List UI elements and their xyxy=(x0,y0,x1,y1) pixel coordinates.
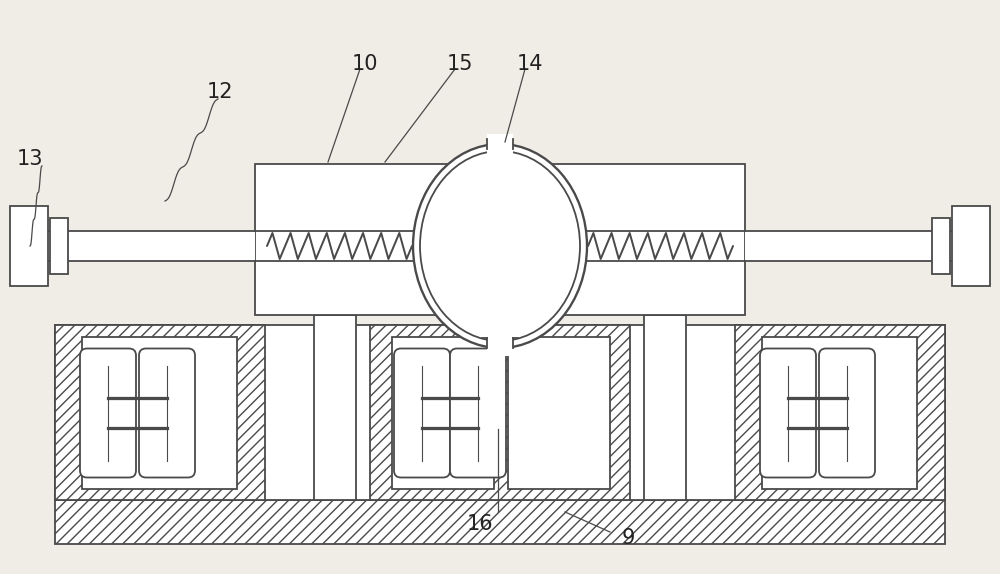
FancyBboxPatch shape xyxy=(80,348,136,478)
Bar xyxy=(392,337,494,489)
Bar xyxy=(370,325,630,500)
Bar xyxy=(82,337,237,489)
Bar xyxy=(932,218,950,274)
FancyBboxPatch shape xyxy=(394,348,450,478)
Text: 13: 13 xyxy=(17,149,43,169)
Bar xyxy=(55,325,945,500)
Bar xyxy=(314,315,356,500)
Bar xyxy=(487,331,513,356)
Bar xyxy=(55,325,265,500)
FancyBboxPatch shape xyxy=(819,348,875,478)
Bar xyxy=(255,164,745,315)
Text: 15: 15 xyxy=(447,54,473,74)
Bar xyxy=(20,231,255,261)
Bar xyxy=(644,315,686,500)
Bar xyxy=(762,337,917,489)
Bar xyxy=(487,134,513,159)
Text: 9: 9 xyxy=(621,528,635,548)
FancyBboxPatch shape xyxy=(139,348,195,478)
Bar xyxy=(55,500,945,544)
Text: 10: 10 xyxy=(352,54,378,74)
Text: 12: 12 xyxy=(207,82,233,102)
Ellipse shape xyxy=(413,144,587,348)
Bar xyxy=(952,206,990,286)
Text: 14: 14 xyxy=(517,54,543,74)
Bar xyxy=(735,325,945,500)
Text: 16: 16 xyxy=(467,514,493,534)
FancyBboxPatch shape xyxy=(760,348,816,478)
Bar xyxy=(745,231,980,261)
Bar xyxy=(50,218,68,274)
Bar xyxy=(508,337,610,489)
FancyBboxPatch shape xyxy=(450,348,506,478)
Bar xyxy=(10,206,48,286)
